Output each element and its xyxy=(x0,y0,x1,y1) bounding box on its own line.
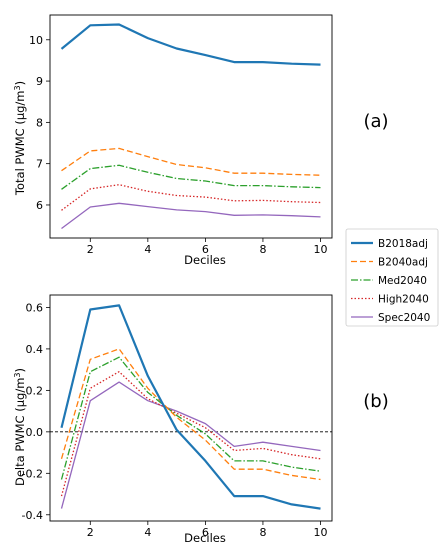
panel-b-y-tick-label: -0.4 xyxy=(22,509,43,522)
panel-b-y-axis-label: Delta PWMC (µg/m3) xyxy=(13,368,27,486)
panel-b-y-tick-label: -0.2 xyxy=(22,467,43,480)
panel-b-y-tick-label: 0.4 xyxy=(26,343,44,356)
panel-a-label: (a) xyxy=(363,111,388,132)
panel-a-y-tick-label: 6 xyxy=(36,199,43,212)
panel-a-series-b2018adj xyxy=(60,23,321,66)
panel-b-series-b2018adj xyxy=(60,304,321,510)
panel-b-plot-frame xyxy=(49,294,333,522)
legend-label-high2040: High2040 xyxy=(378,294,429,306)
panel-a-x-axis-label: Deciles xyxy=(184,253,226,267)
panel-a-y-tick-label: 8 xyxy=(36,116,43,129)
panel-b-series-high2040 xyxy=(60,371,321,497)
panel-b-x-tick-label: 2 xyxy=(87,526,94,539)
panel-b-series-med2040 xyxy=(60,356,321,480)
panel-a-x-tick-label: 6 xyxy=(202,243,209,256)
panel-b-y-tick-label: 0.2 xyxy=(26,384,44,397)
panel-b-series-spec2040 xyxy=(60,381,321,509)
panel-b-series-b2040adj xyxy=(60,348,321,481)
panel-b-chart: Delta PWMC (µg/m3) Deciles (b) 2 4 6 8 10 -0.… xyxy=(13,294,389,545)
panel-a-series-med2040 xyxy=(61,164,321,190)
panel-b-x-tick-label: 6 xyxy=(202,526,209,539)
panel-a-y-tick-label: 9 xyxy=(36,75,43,88)
panel-a-x-tick-label: 4 xyxy=(144,243,151,256)
legend: B2018adj B2040adj Med2040 High2040 Spec2040 xyxy=(345,228,439,327)
panel-a-x-tick-label: 2 xyxy=(87,243,94,256)
panel-a-y-tick-label: 7 xyxy=(36,158,43,171)
panel-b-x-tick-label: 10 xyxy=(313,526,327,539)
panel-a-series-b2040adj xyxy=(61,147,321,176)
panel-a-x-tick-label: 8 xyxy=(259,243,266,256)
panel-b-y-tick-label: 0.0 xyxy=(26,426,44,439)
legend-label-spec2040: Spec2040 xyxy=(378,312,430,324)
legend-label-b2018adj: B2018adj xyxy=(378,238,428,250)
legend-label-b2040adj: B2040adj xyxy=(378,257,428,269)
panel-b-label: (b) xyxy=(363,391,388,412)
panel-a-y-tick-label: 10 xyxy=(29,34,43,47)
legend-label-med2040: Med2040 xyxy=(378,275,427,287)
panel-a-y-axis-label: Total PWMC (µg/m3) xyxy=(13,81,27,196)
panel-a-series-high2040 xyxy=(61,184,321,211)
panel-b-x-tick-label: 8 xyxy=(259,526,266,539)
panel-a-chart: Total PWMC (µg/m3) Deciles (a) 2 4 6 8 10 6 7 8… xyxy=(13,14,389,267)
panel-a-x-tick-label: 10 xyxy=(313,243,327,256)
panel-a-plot-frame xyxy=(49,14,333,239)
panel-b-y-tick-label: 0.6 xyxy=(26,301,44,314)
panel-b-x-axis-label: Deciles xyxy=(184,531,226,545)
panel-a-series-spec2040 xyxy=(61,202,321,230)
panel-b-x-tick-label: 4 xyxy=(144,526,151,539)
legend-box xyxy=(345,228,439,327)
